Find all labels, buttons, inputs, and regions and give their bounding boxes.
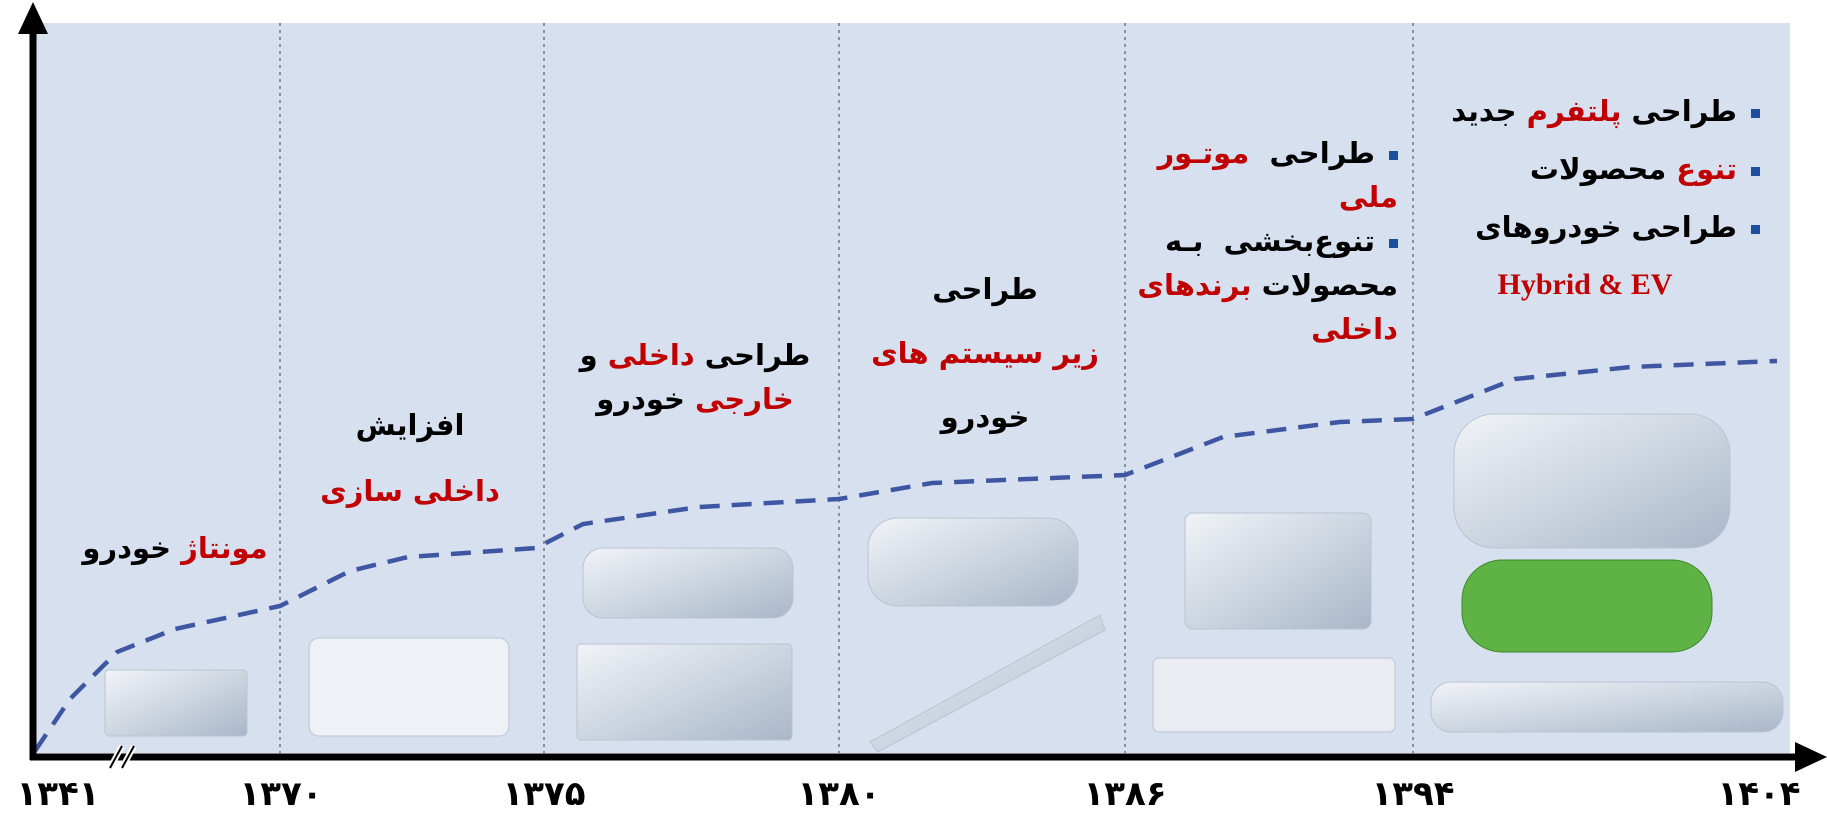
text-run: افزایش [356, 408, 465, 442]
text-run: طراحی [932, 272, 1038, 306]
text-line: طراحی [835, 257, 1135, 321]
text-run: خودرو [82, 531, 181, 565]
year-label: ۱۳۹۴ [1343, 775, 1483, 813]
text-line: افزایش [260, 392, 560, 458]
text-run: برندهای [1137, 268, 1251, 302]
text-run: مونتاژ [181, 531, 267, 565]
text-run: طراحی [695, 338, 811, 372]
column-text: طراحی موتـور ملی تنوع‌بخشی بـه محصولات برند… [1110, 131, 1398, 351]
page: مونتاژ خودرو افزایش داخلی سازی طراحی داخلی … [0, 0, 1827, 813]
year-label: ۱۴۰۴ [1689, 775, 1827, 813]
text-line: خارجی خودرو [545, 377, 845, 421]
text-line: طراحی موتـور [1110, 131, 1398, 175]
text-line: زیر سیستم های [835, 321, 1135, 385]
column-text: طراحی زیر سیستم های خودرو [835, 257, 1135, 449]
text-run: طراحی [1249, 136, 1375, 170]
text-line: تنوع‌بخشی بـه [1110, 219, 1398, 263]
text-run: طراحی [1621, 94, 1737, 128]
bullet [1389, 151, 1398, 160]
column-text: افزایش داخلی سازی [260, 392, 560, 524]
bullet [1751, 167, 1760, 176]
text-line: طراحی خودروهای [1410, 198, 1760, 256]
text-line: خودرو [835, 385, 1135, 449]
text-run: پلتفرم [1527, 94, 1622, 128]
text-line: ملی [1110, 175, 1398, 219]
text-run: داخلی [608, 338, 695, 372]
text-line: Hybrid & EV [1410, 256, 1760, 314]
text-run: جدید [1451, 94, 1526, 128]
text-run: زیر سیستم های [871, 336, 1099, 370]
text-run: خودرو [596, 382, 695, 416]
text-line: تنوع محصولات [1410, 140, 1760, 198]
text-run: تنوع [1676, 152, 1737, 186]
text-run: تنوع‌بخشی بـه [1165, 224, 1375, 258]
text-run: Hybrid & EV [1497, 268, 1672, 301]
text-line: داخلی سازی [260, 458, 560, 524]
text-run: طراحی خودروهای [1475, 210, 1737, 244]
text-line: طراحی پلتفرم جدید [1410, 82, 1760, 140]
text-run: محصولات [1252, 268, 1398, 302]
column-text: مونتاژ خودرو [25, 528, 325, 568]
year-label: ۱۳۸۰ [769, 775, 909, 813]
text-run: و [580, 338, 608, 372]
text-line: طراحی داخلی و [545, 333, 845, 377]
bullet [1751, 109, 1760, 118]
text-run: موتـور [1157, 136, 1249, 170]
text-line: محصولات برندهای [1110, 263, 1398, 307]
year-label: ۱۳۸۶ [1055, 775, 1195, 813]
bullet [1389, 239, 1398, 248]
text-run: خودرو [941, 400, 1030, 434]
text-run: داخلی [1311, 312, 1398, 346]
text-run: داخلی سازی [320, 474, 500, 508]
text-line: مونتاژ خودرو [25, 528, 325, 568]
text-run: خارجی [695, 382, 794, 416]
year-label: ۱۳۴۱ [0, 775, 128, 813]
text-line: داخلی [1110, 307, 1398, 351]
text-run: محصولات [1530, 152, 1676, 186]
year-label: ۱۳۷۰ [211, 775, 351, 813]
bullet [1751, 225, 1760, 234]
text-run: ملی [1339, 180, 1398, 214]
year-label: ۱۳۷۵ [474, 775, 614, 813]
